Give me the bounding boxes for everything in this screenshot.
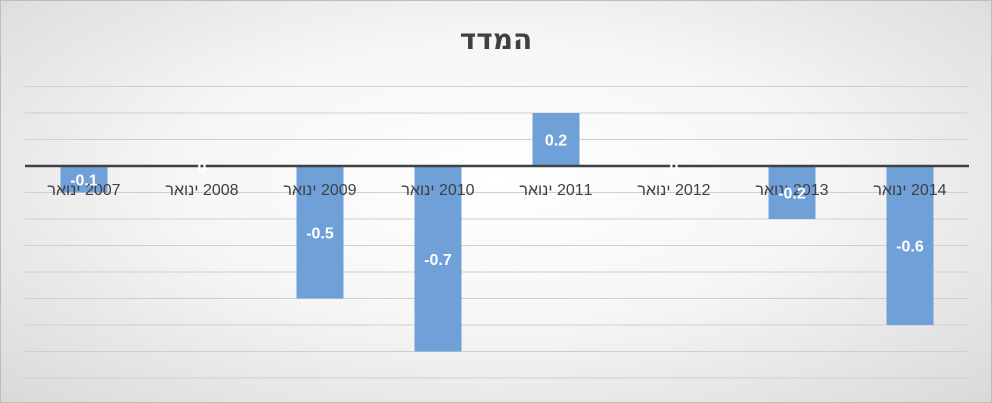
data-label-1: 0 <box>198 160 207 177</box>
bar-7 <box>886 166 934 325</box>
data-label-5: 0 <box>670 160 679 177</box>
category-label-5: 2012 ינואר <box>637 182 710 199</box>
category-label-7: 2014 ינואר <box>873 182 946 199</box>
data-labels: -0.1 0 -0.5 -0.7 0.2 0 -0.2 -0.6 <box>70 133 924 269</box>
data-label-7: -0.6 <box>896 239 924 256</box>
data-label-3: -0.7 <box>424 252 452 269</box>
data-label-6: -0.2 <box>778 186 806 203</box>
category-label-4: 2011 ינואר <box>519 182 592 199</box>
bar-3 <box>414 166 462 352</box>
category-label-2: 2009 ינואר <box>283 182 356 199</box>
category-label-3: 2010 ינואר <box>401 182 474 199</box>
category-label-1: 2008 ינואר <box>165 182 238 199</box>
bar-0 <box>60 166 108 193</box>
bars <box>60 113 934 352</box>
category-label-6: 2013 ינואר <box>755 182 828 199</box>
bar-4 <box>532 113 580 166</box>
bar-6 <box>768 166 816 219</box>
data-label-0: -0.1 <box>70 172 98 189</box>
category-labels: 2007 ינואר 2008 ינואר 2009 ינואר 2010 ינואר… <box>47 182 946 199</box>
bar-2 <box>296 166 344 299</box>
chart-title: המדד <box>459 23 533 56</box>
category-label-0: 2007 ינואר <box>47 182 120 199</box>
data-label-2: -0.5 <box>306 225 334 242</box>
gridlines <box>25 86 969 379</box>
data-label-4: 0.2 <box>545 133 567 150</box>
